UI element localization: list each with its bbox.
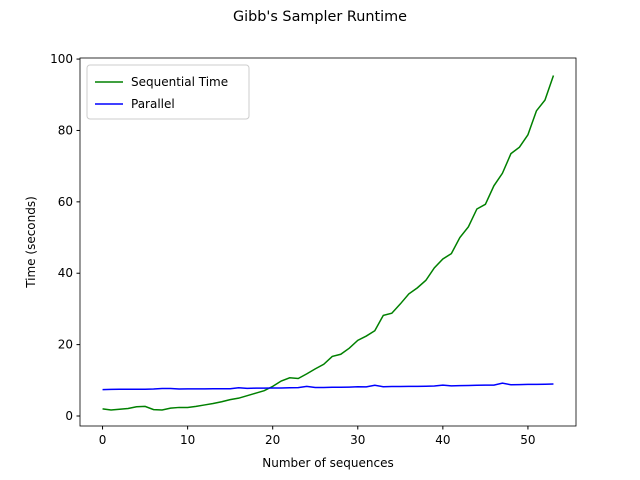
x-tick-label: 20 bbox=[265, 433, 280, 447]
y-tick-label: 20 bbox=[58, 338, 73, 352]
legend-label: Parallel bbox=[131, 97, 175, 111]
legend-box bbox=[86, 64, 250, 120]
y-tick-label: 80 bbox=[58, 123, 73, 137]
y-axis-label: Time (seconds) bbox=[24, 196, 38, 289]
legend-label: Sequential Time bbox=[131, 75, 228, 89]
x-tick-label: 10 bbox=[180, 433, 195, 447]
x-tick-label: 30 bbox=[350, 433, 365, 447]
line bbox=[102, 382, 554, 391]
chart-title: Gibb's Sampler Runtime bbox=[233, 9, 407, 25]
y-tick-label: 60 bbox=[58, 195, 73, 209]
axes-frame bbox=[79, 57, 577, 427]
y-tick-label: 0 bbox=[65, 409, 73, 423]
y-tick-label: 40 bbox=[58, 266, 73, 280]
x-tick-label: 0 bbox=[99, 433, 107, 447]
x-tick-label: 50 bbox=[520, 433, 535, 447]
line bbox=[102, 75, 555, 411]
x-axis-label: Number of sequences bbox=[262, 456, 393, 470]
y-tick-label: 100 bbox=[50, 52, 73, 66]
x-tick-label: 40 bbox=[435, 433, 450, 447]
